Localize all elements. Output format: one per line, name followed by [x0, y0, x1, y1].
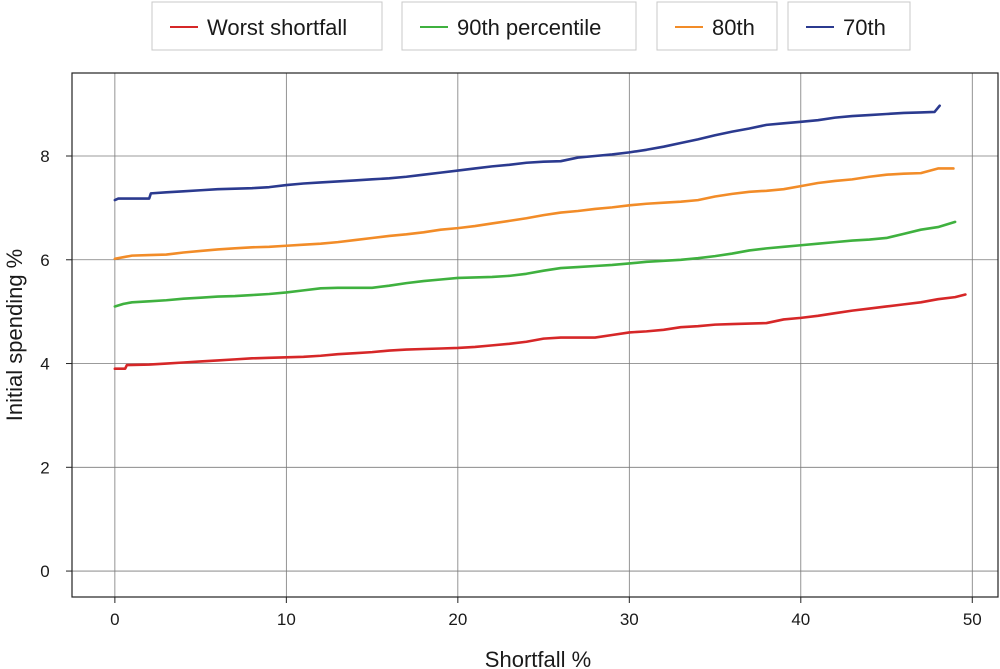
axis-layer: 0 10 20 30 40 50 0 2 4 6 8: [40, 147, 981, 629]
y-axis-title: Initial spending %: [2, 249, 27, 421]
series-layer: [113, 104, 967, 371]
y-tick-label: 2: [40, 458, 49, 477]
legend-label: Worst shortfall: [207, 15, 347, 40]
plot-frame: [71, 72, 999, 598]
x-tick-label: 0: [110, 610, 119, 629]
legend-label: 80th: [712, 15, 755, 40]
x-tick-label: 30: [620, 610, 639, 629]
x-tick-label: 10: [277, 610, 296, 629]
legend-item: 90th percentile: [401, 1, 637, 51]
x-tick-label: 40: [791, 610, 810, 629]
series-line-90th-percentile: [113, 220, 957, 308]
x-tick-label: 50: [963, 610, 982, 629]
series-line-worst-shortfall: [113, 293, 967, 371]
legend-item: 70th: [787, 1, 911, 51]
series-line-80th: [113, 167, 955, 261]
x-axis-title: Shortfall %: [485, 647, 591, 669]
legend-item: 80th: [656, 1, 778, 51]
y-tick-label: 8: [40, 147, 49, 166]
legend-label: 90th percentile: [457, 15, 601, 40]
grid-layer: [72, 73, 998, 597]
series-line-70th: [113, 104, 941, 202]
x-tick-label: 20: [448, 610, 467, 629]
y-tick-label: 0: [40, 562, 49, 581]
y-tick-label: 6: [40, 251, 49, 270]
legend: Worst shortfall 90th percentile 80th 70th: [151, 1, 911, 51]
y-tick-label: 4: [40, 355, 49, 374]
legend-item: Worst shortfall: [151, 1, 383, 51]
legend-label: 70th: [843, 15, 886, 40]
